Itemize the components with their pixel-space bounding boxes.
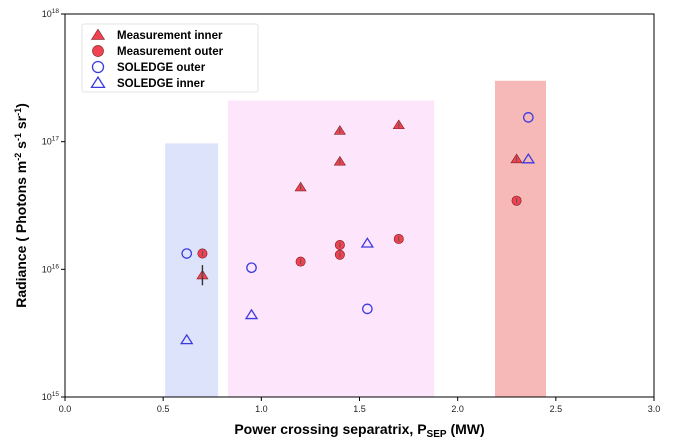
soledge-inner-point	[521, 152, 536, 164]
x-tick-label: 3.0	[648, 404, 661, 414]
legend-marker-soledge-outer	[91, 60, 105, 74]
x-tick-label: 1.0	[255, 404, 268, 414]
soledge-outer-point	[362, 303, 373, 315]
legend: Measurement inner Measurement outer SOLEDG…	[81, 23, 259, 93]
x-axis-label: Power crossing separatrix, PSEP (MW)	[234, 421, 484, 440]
soledge-outer-point	[181, 248, 193, 259]
y-tick-label: 1016	[42, 263, 60, 274]
y-tick-label: 1018	[42, 8, 60, 19]
legend-marker-soledge-inner	[90, 75, 106, 89]
legend-label-measurement-outer: Measurement outer	[117, 46, 224, 58]
y-tick-label: 1015	[42, 391, 60, 402]
x-tick-label: 2.0	[451, 404, 464, 414]
soledge-inner-point	[180, 333, 194, 345]
soledge-outer-point	[246, 262, 257, 274]
soledge-outer-point	[523, 112, 534, 123]
shaded-regions	[165, 80, 547, 398]
soledge-inner-point	[360, 237, 375, 248]
legend-box	[81, 23, 259, 93]
legend-marker-measurement-inner	[90, 28, 106, 40]
legend-label-measurement-inner: Measurement inner	[117, 30, 223, 42]
legend-marker-measurement-outer	[92, 45, 104, 57]
shaded-region-3	[494, 80, 547, 398]
shaded-region-2	[227, 100, 435, 398]
x-tick-label: 0.0	[59, 404, 72, 414]
axis-ticks: 0.0 0.5 1.0 1.5 2.0 2.5 3.0 1015 1016 1017 1018	[42, 8, 661, 414]
x-tick-label: 1.5	[353, 404, 366, 414]
y-tick-label: 1017	[42, 136, 60, 147]
x-tick-label: 2.5	[550, 404, 563, 414]
legend-label-soledge-inner: SOLEDGE inner	[117, 78, 205, 90]
data-marks	[180, 112, 536, 345]
legend-label-soledge-outer: SOLEDGE outer	[117, 62, 206, 74]
y-axis-label: Radiance ( Photons m-2 s-1 sr-1)	[13, 103, 29, 308]
shaded-region-1	[165, 143, 219, 397]
x-tick-label: 0.5	[157, 404, 170, 414]
soledge-inner-point	[244, 308, 259, 320]
